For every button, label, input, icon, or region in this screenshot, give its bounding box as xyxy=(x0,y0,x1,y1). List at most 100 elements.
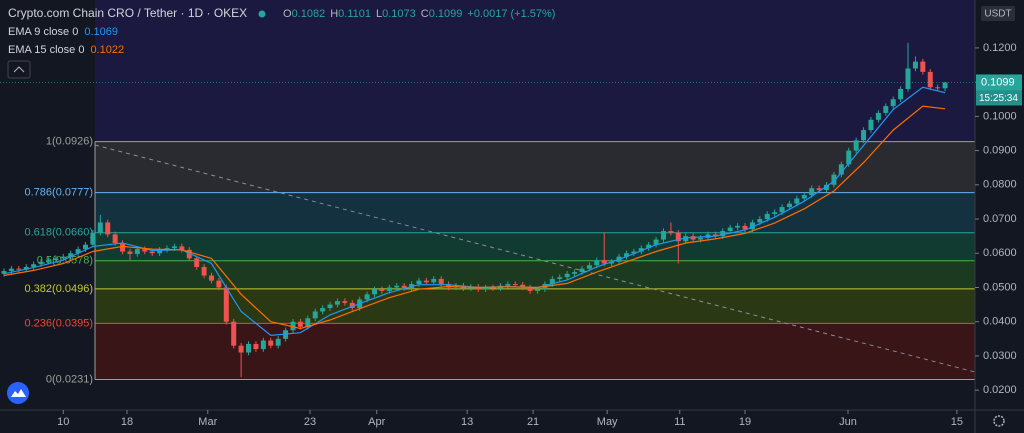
candle-body xyxy=(890,99,896,107)
candle-body xyxy=(246,343,252,353)
price-tag xyxy=(976,74,1022,91)
y-tick-label: 0.0600 xyxy=(983,247,1017,259)
logo-icon xyxy=(11,389,26,397)
candle-body xyxy=(1,271,7,274)
ohlc-label: H xyxy=(330,8,338,20)
candle-body xyxy=(646,244,652,249)
candle-body xyxy=(8,268,14,272)
candle-body xyxy=(16,268,22,270)
collapse-button[interactable] xyxy=(7,60,31,79)
candle-body xyxy=(801,195,807,199)
ohlc-value: 0.1099 xyxy=(429,8,463,20)
fib-label: 0.786(0.0777) xyxy=(25,187,94,199)
candle-body xyxy=(831,174,837,185)
settings-button[interactable] xyxy=(993,415,1005,427)
candle-body xyxy=(31,264,37,267)
candle-body xyxy=(216,280,222,288)
currency-label: USDT xyxy=(984,9,1011,20)
candle-body xyxy=(660,231,666,240)
candle-body xyxy=(675,232,681,242)
candle-body xyxy=(535,289,541,291)
ohlc-label: C xyxy=(421,8,429,20)
x-tick-label: 11 xyxy=(674,416,685,428)
ohlc-value: 0.1101 xyxy=(338,8,371,20)
candle-body xyxy=(623,253,629,257)
candle-body xyxy=(564,273,570,278)
y-tick-label: 0.0700 xyxy=(983,213,1017,225)
candle-body xyxy=(157,249,163,254)
candle-body xyxy=(238,345,244,353)
candle-body xyxy=(868,119,874,131)
x-tick-label: Apr xyxy=(368,416,385,428)
fib-zone xyxy=(95,141,975,193)
candle-body xyxy=(601,260,607,264)
candle-body xyxy=(505,284,511,286)
candle-body xyxy=(786,203,792,208)
ohlc-label: L xyxy=(376,8,382,20)
candle-body xyxy=(268,340,274,346)
candle-body xyxy=(305,318,311,327)
candle-body xyxy=(764,213,770,220)
candle-body xyxy=(779,207,785,213)
candle-body xyxy=(320,308,326,312)
candle-body xyxy=(231,321,237,346)
y-tick-label: 0.0400 xyxy=(983,316,1017,328)
candle-body xyxy=(134,249,140,254)
y-tick-label: 0.0500 xyxy=(983,281,1017,293)
legend-name: EMA 15 close 0 xyxy=(8,44,84,56)
candle-body xyxy=(772,212,778,214)
candle-body xyxy=(438,278,444,285)
candle-body xyxy=(23,266,29,270)
candle-body xyxy=(334,301,340,305)
candle-body xyxy=(853,140,859,151)
candle-body xyxy=(68,253,74,257)
candle-body xyxy=(594,260,600,266)
ohlc-value: 0.1082 xyxy=(292,8,326,20)
candle-body xyxy=(401,285,407,289)
candle-body xyxy=(794,198,800,204)
candle-body xyxy=(372,289,377,295)
ohlc-values: O0.1082 H0.1101 L0.1073 C0.1099 +0.0017 (+1.… xyxy=(283,8,555,20)
candle-body xyxy=(201,266,207,276)
candle-body xyxy=(712,234,718,237)
logo[interactable] xyxy=(7,382,29,404)
candle-body xyxy=(379,289,385,291)
legend-entry: EMA 15 close 0 0.1022 xyxy=(8,44,124,56)
fib-zone xyxy=(95,260,975,289)
candle-body xyxy=(920,61,926,72)
candle-body xyxy=(327,304,333,309)
legend-value: 0.1022 xyxy=(90,44,124,56)
x-tick-label: 23 xyxy=(304,416,316,428)
candle-body xyxy=(312,311,318,319)
candle-body xyxy=(927,71,933,88)
x-tick-label: 19 xyxy=(739,416,751,428)
candle-body xyxy=(749,222,755,230)
candle-body xyxy=(698,237,704,240)
candle-body xyxy=(90,232,96,245)
candle-body xyxy=(416,280,422,285)
fib-label: 0.236(0.0395) xyxy=(25,317,94,329)
legend-name: EMA 9 close 0 xyxy=(8,26,78,38)
candle-body xyxy=(260,340,266,350)
status-dot xyxy=(258,10,266,18)
candle-body xyxy=(75,249,81,254)
candle-body xyxy=(912,61,918,69)
candle-body xyxy=(120,242,126,252)
candle-body xyxy=(423,280,429,283)
collapse-icon xyxy=(13,66,25,73)
candle-body xyxy=(942,82,948,89)
candle-body xyxy=(112,234,118,243)
candle-body xyxy=(520,284,526,288)
candle-body xyxy=(816,188,822,190)
countdown-label: 15:25:34 xyxy=(979,93,1018,104)
x-tick-label: Mar xyxy=(198,416,217,428)
x-tick-label: May xyxy=(597,416,618,428)
x-tick-label: 10 xyxy=(57,416,69,428)
candle-body xyxy=(386,287,392,291)
plot-area xyxy=(0,42,975,378)
ohlc-value: 0.1073 xyxy=(382,8,416,20)
candle-body xyxy=(446,284,452,288)
candle-body xyxy=(572,272,578,274)
candle-body xyxy=(720,231,726,237)
